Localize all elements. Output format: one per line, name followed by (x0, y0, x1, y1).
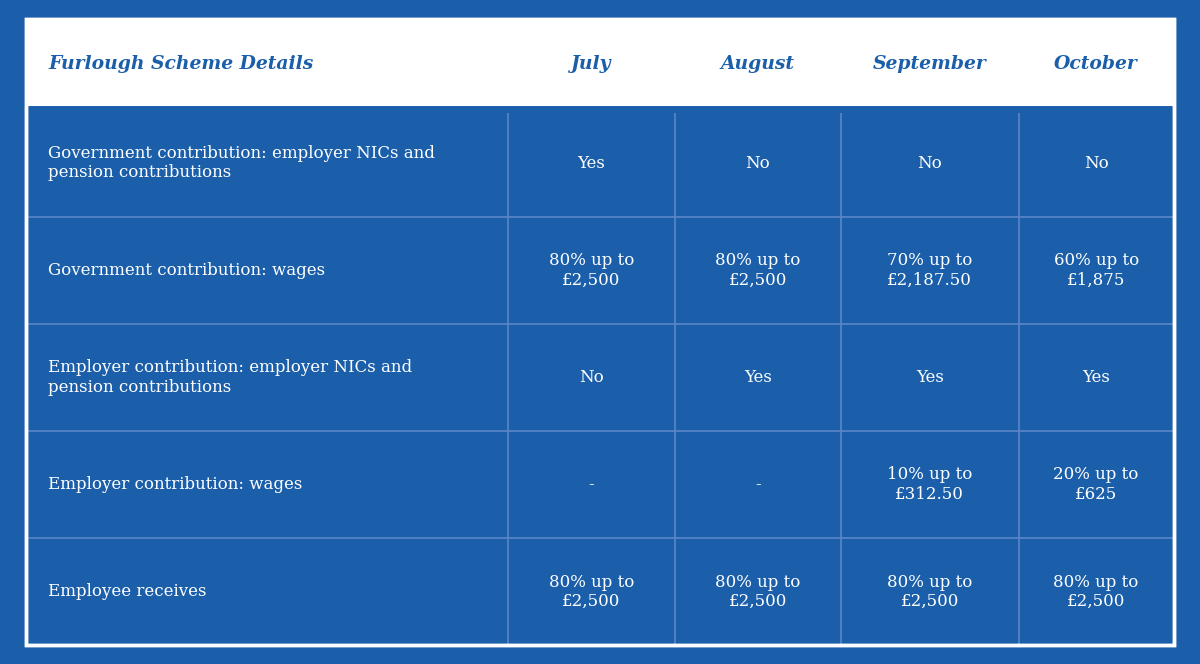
Text: -: - (588, 476, 594, 493)
Text: No: No (1084, 155, 1109, 171)
Text: 20% up to
£625: 20% up to £625 (1054, 466, 1139, 503)
Text: -: - (755, 476, 761, 493)
Text: 80% up to
£2,500: 80% up to £2,500 (1054, 574, 1139, 610)
Text: 60% up to
£1,875: 60% up to £1,875 (1054, 252, 1139, 289)
Bar (26, 110, 1174, 216)
Text: 10% up to
£312.50: 10% up to £312.50 (887, 466, 972, 503)
Text: Employee receives: Employee receives (48, 583, 206, 600)
Text: Government contribution: employer NICs and
pension contributions: Government contribution: employer NICs a… (48, 145, 434, 181)
Text: 80% up to
£2,500: 80% up to £2,500 (548, 252, 634, 289)
Bar (26, 431, 1174, 539)
Text: No: No (745, 155, 770, 171)
Text: Yes: Yes (916, 369, 943, 386)
Text: 80% up to
£2,500: 80% up to £2,500 (548, 574, 634, 610)
Text: October: October (1055, 55, 1138, 73)
Text: 80% up to
£2,500: 80% up to £2,500 (715, 252, 800, 289)
Bar (26, 216, 1174, 324)
Text: 70% up to
£2,187.50: 70% up to £2,187.50 (887, 252, 972, 289)
Text: Employer contribution: wages: Employer contribution: wages (48, 476, 302, 493)
Text: September: September (872, 55, 986, 73)
Bar (26, 539, 1174, 645)
Text: August: August (721, 55, 794, 73)
Text: No: No (918, 155, 942, 171)
Text: Employer contribution: employer NICs and
pension contributions: Employer contribution: employer NICs and… (48, 359, 412, 396)
Text: Furlough Scheme Details: Furlough Scheme Details (48, 55, 313, 73)
Bar (26, 19, 1174, 110)
Text: No: No (580, 369, 604, 386)
Text: Yes: Yes (744, 369, 772, 386)
Text: 80% up to
£2,500: 80% up to £2,500 (715, 574, 800, 610)
Text: Yes: Yes (577, 155, 605, 171)
Text: 80% up to
£2,500: 80% up to £2,500 (887, 574, 972, 610)
Text: Government contribution: wages: Government contribution: wages (48, 262, 325, 279)
Text: Yes: Yes (1082, 369, 1110, 386)
Text: July: July (571, 55, 612, 73)
Bar (26, 324, 1174, 431)
